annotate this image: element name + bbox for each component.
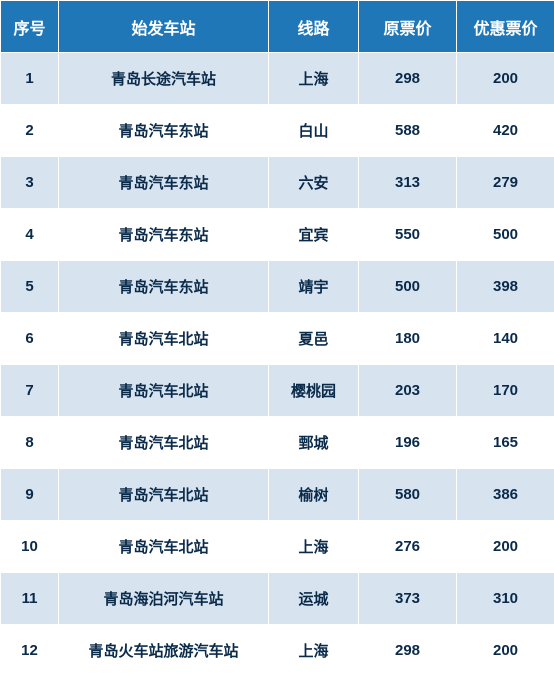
- table-row: 11青岛海泊河汽车站运城373310: [1, 573, 554, 625]
- cell-station: 青岛海泊河汽车站: [59, 573, 269, 625]
- table-header: 序号 始发车站 线路 原票价 优惠票价: [1, 1, 554, 53]
- cell-route: 运城: [269, 573, 359, 625]
- cell-route: 榆树: [269, 469, 359, 521]
- table-row: 6青岛汽车北站夏邑180140: [1, 313, 554, 365]
- cell-idx: 3: [1, 157, 59, 209]
- col-header-price2: 优惠票价: [457, 1, 554, 53]
- table-row: 10青岛汽车北站上海276200: [1, 521, 554, 573]
- col-header-station: 始发车站: [59, 1, 269, 53]
- cell-price2: 140: [457, 313, 554, 365]
- table-row: 2青岛汽车东站白山588420: [1, 105, 554, 157]
- cell-idx: 1: [1, 53, 59, 105]
- cell-price2: 310: [457, 573, 554, 625]
- cell-price2: 398: [457, 261, 554, 313]
- cell-price1: 500: [359, 261, 457, 313]
- cell-idx: 6: [1, 313, 59, 365]
- cell-price2: 420: [457, 105, 554, 157]
- cell-price2: 200: [457, 53, 554, 105]
- col-header-idx: 序号: [1, 1, 59, 53]
- cell-price2: 500: [457, 209, 554, 261]
- table-row: 3青岛汽车东站六安313279: [1, 157, 554, 209]
- cell-price1: 196: [359, 417, 457, 469]
- col-header-price1: 原票价: [359, 1, 457, 53]
- table-row: 8青岛汽车北站鄄城196165: [1, 417, 554, 469]
- cell-station: 青岛汽车东站: [59, 261, 269, 313]
- table-row: 7青岛汽车北站樱桃园203170: [1, 365, 554, 417]
- cell-route: 樱桃园: [269, 365, 359, 417]
- cell-price2: 279: [457, 157, 554, 209]
- cell-price1: 276: [359, 521, 457, 573]
- cell-price1: 588: [359, 105, 457, 157]
- cell-idx: 2: [1, 105, 59, 157]
- cell-price2: 165: [457, 417, 554, 469]
- fare-table: 序号 始发车站 线路 原票价 优惠票价 1青岛长途汽车站上海2982002青岛汽…: [0, 0, 554, 677]
- cell-price1: 203: [359, 365, 457, 417]
- cell-route: 六安: [269, 157, 359, 209]
- cell-price1: 180: [359, 313, 457, 365]
- cell-route: 宜宾: [269, 209, 359, 261]
- cell-idx: 4: [1, 209, 59, 261]
- cell-price1: 313: [359, 157, 457, 209]
- cell-station: 青岛汽车东站: [59, 209, 269, 261]
- cell-station: 青岛汽车北站: [59, 521, 269, 573]
- cell-idx: 10: [1, 521, 59, 573]
- cell-station: 青岛长途汽车站: [59, 53, 269, 105]
- table-body: 1青岛长途汽车站上海2982002青岛汽车东站白山5884203青岛汽车东站六安…: [1, 53, 554, 677]
- cell-route: 白山: [269, 105, 359, 157]
- cell-idx: 5: [1, 261, 59, 313]
- col-header-route: 线路: [269, 1, 359, 53]
- cell-price1: 373: [359, 573, 457, 625]
- cell-route: 靖宇: [269, 261, 359, 313]
- cell-station: 青岛汽车东站: [59, 105, 269, 157]
- cell-price2: 200: [457, 521, 554, 573]
- cell-price2: 170: [457, 365, 554, 417]
- table-row: 5青岛汽车东站靖宇500398: [1, 261, 554, 313]
- cell-station: 青岛汽车北站: [59, 365, 269, 417]
- cell-idx: 8: [1, 417, 59, 469]
- cell-price1: 298: [359, 53, 457, 105]
- cell-price1: 550: [359, 209, 457, 261]
- cell-idx: 11: [1, 573, 59, 625]
- table-row: 4青岛汽车东站宜宾550500: [1, 209, 554, 261]
- cell-station: 青岛汽车北站: [59, 417, 269, 469]
- cell-route: 上海: [269, 521, 359, 573]
- cell-price1: 580: [359, 469, 457, 521]
- table-row: 9青岛汽车北站榆树580386: [1, 469, 554, 521]
- cell-idx: 7: [1, 365, 59, 417]
- cell-route: 上海: [269, 53, 359, 105]
- cell-station: 青岛汽车东站: [59, 157, 269, 209]
- cell-idx: 9: [1, 469, 59, 521]
- cell-route: 夏邑: [269, 313, 359, 365]
- table-row: 1青岛长途汽车站上海298200: [1, 53, 554, 105]
- cell-station: 青岛汽车北站: [59, 313, 269, 365]
- cell-route: 鄄城: [269, 417, 359, 469]
- cell-price2: 386: [457, 469, 554, 521]
- cell-station: 青岛汽车北站: [59, 469, 269, 521]
